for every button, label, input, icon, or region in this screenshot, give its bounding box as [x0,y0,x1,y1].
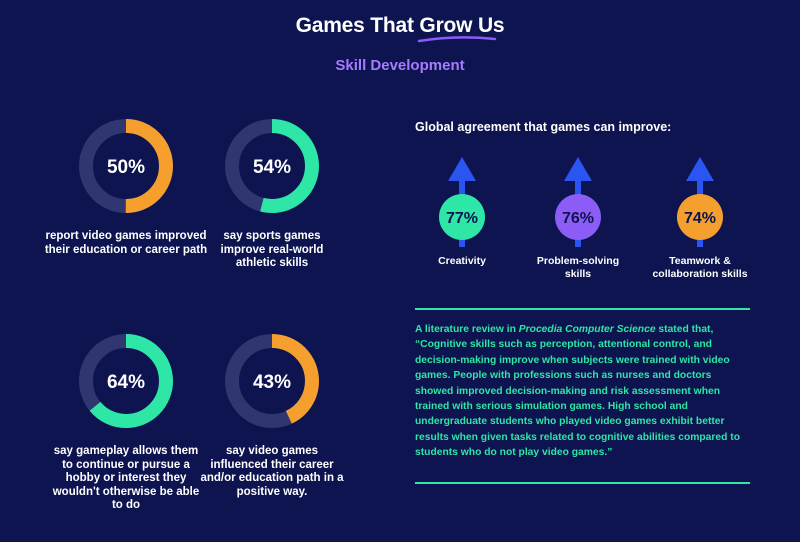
stat-circle [555,194,601,240]
donut-chart: 43% [225,334,319,428]
arrow-circle-icon: 77% [439,157,485,247]
page-subtitle: Skill Development [335,57,465,74]
quote-block: A literature review in Procedia Computer… [415,322,750,461]
arrow-circle-icon: 76% [555,157,601,247]
arrow-circle-icon: 74% [677,157,723,247]
donut-stat: 50% report video games improved their ed… [41,116,211,257]
donut-caption: say gameplay allows them to continue or … [52,445,200,511]
arrow-head [448,157,476,181]
donut-value: 54% [253,157,291,178]
donut-stat: 43% say video games influenced their car… [187,331,357,499]
divider [415,308,750,310]
agreement-item: 76% Problem-solving skills [518,157,638,281]
quote-body: stated that, “Cognitive skills such as p… [415,324,741,459]
agreement-label: Teamwork & collaboration skills [652,255,748,280]
divider [415,482,750,484]
global-heading: Global agreement that games can improve: [415,120,672,134]
donut-caption: report video games improved their educat… [44,230,208,256]
quote-intro: A literature review in [415,324,519,335]
arrow-head [564,157,592,181]
donut-caption: say video games influenced their career … [200,445,344,498]
donut-stat: 64% say gameplay allows them to continue… [41,331,211,513]
agreement-item: 74% Teamwork & collaboration skills [640,157,760,281]
stat-value: 76% [562,210,594,227]
page-title: Games That Grow Us [295,14,505,37]
stat-value: 74% [684,210,716,227]
donut-arc [225,334,319,428]
stat-circle [439,194,485,240]
donut-chart: 54% [225,119,319,213]
donut-caption: say sports games improve real-world athl… [220,230,324,269]
donut-arc [225,119,319,213]
agreement-item: 77% Creativity [402,157,522,268]
agreement-label: Creativity [438,255,486,267]
donut-chart: 64% [79,334,173,428]
title-underline [417,36,497,43]
donut-value: 50% [107,157,145,178]
donut-chart: 50% [79,119,173,213]
quote-journal: Procedia Computer Science [518,324,656,335]
donut-value: 64% [107,372,145,393]
donut-value: 43% [253,372,291,393]
donut-arc [79,334,173,428]
stat-value: 77% [446,210,478,227]
agreement-label: Problem-solving skills [536,255,620,280]
arrow-head [686,157,714,181]
stat-circle [677,194,723,240]
donut-arc [79,119,173,213]
donut-stat: 54% say sports games improve real-world … [187,116,357,271]
